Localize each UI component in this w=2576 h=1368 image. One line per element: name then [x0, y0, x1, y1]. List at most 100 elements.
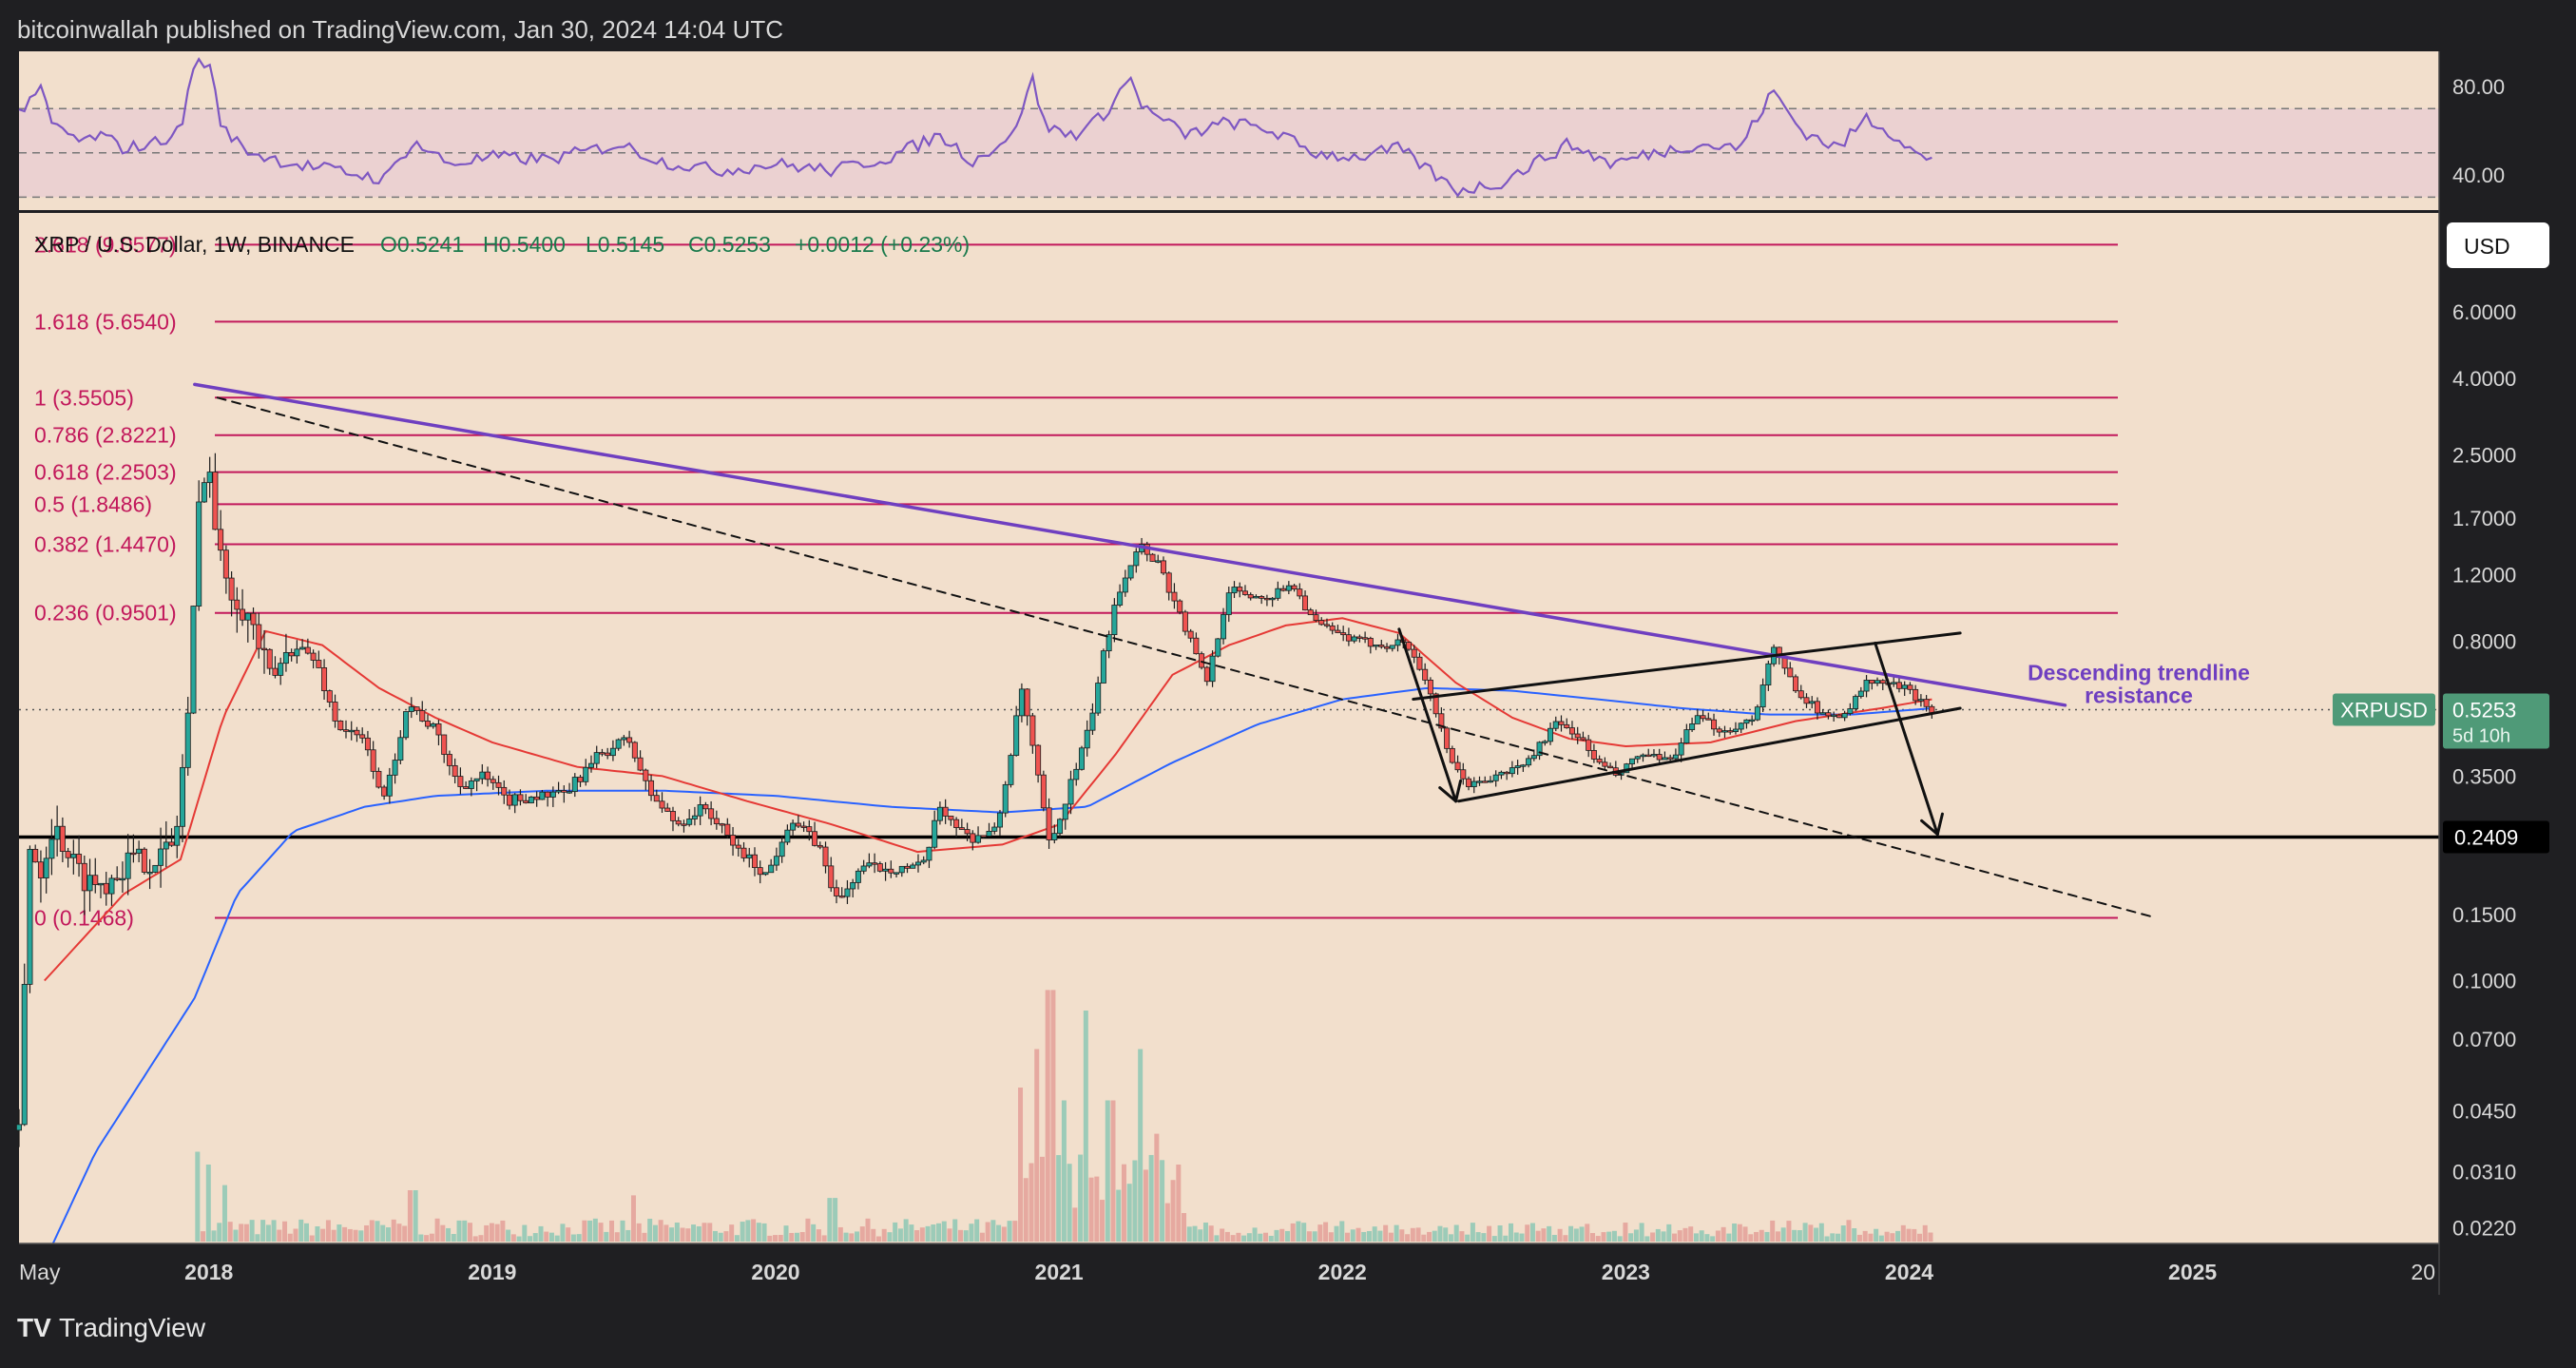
volume-bar	[658, 1220, 663, 1242]
volume-bar	[429, 1233, 434, 1242]
candle-body	[250, 612, 257, 626]
candle-body	[479, 771, 486, 780]
currency-button-group[interactable]: USD	[2447, 222, 2549, 268]
volume-bar	[1868, 1233, 1874, 1242]
moving-average-slow-line	[51, 686, 1930, 1244]
volume-bar	[936, 1223, 942, 1242]
tradingview-brand[interactable]: TradingView	[59, 1313, 206, 1342]
candle-body	[1917, 699, 1924, 702]
volume-bar	[1202, 1223, 1208, 1242]
candle-body	[1727, 730, 1734, 733]
candle-body	[735, 844, 741, 849]
candle-body	[1716, 728, 1722, 733]
price-tick-label: 6.0000	[2452, 300, 2516, 324]
fib-level-label: 2.618 (9.0577)	[34, 232, 177, 257]
candle-body	[1650, 754, 1657, 757]
ticker-label: XRPUSD	[2340, 699, 2428, 723]
candle-body	[441, 734, 448, 755]
candle-body	[1454, 761, 1461, 771]
volume-bar	[1818, 1223, 1824, 1242]
volume-bar	[1045, 990, 1050, 1242]
candle-body	[1422, 668, 1429, 681]
volume-bar	[1906, 1228, 1912, 1242]
fib-level-label: 0.618 (2.2503)	[34, 460, 177, 485]
volume-bar	[751, 1219, 757, 1242]
candle-body	[1275, 588, 1281, 599]
volume-bar	[1258, 1233, 1263, 1242]
volume-bar	[1737, 1223, 1742, 1242]
volume-bar	[1198, 1229, 1203, 1242]
volume-bar	[1573, 1228, 1579, 1242]
candle-body	[446, 754, 452, 766]
currency-button[interactable]	[2447, 222, 2549, 268]
candle-body	[1067, 779, 1074, 805]
candle-body	[272, 667, 279, 676]
candle-body	[1530, 755, 1537, 760]
candle-body	[621, 737, 627, 741]
candle-body	[468, 780, 474, 789]
candle-body	[1640, 754, 1646, 758]
candle-body	[1797, 690, 1804, 699]
volume-bar	[1432, 1230, 1437, 1242]
volume-bar	[1563, 1235, 1568, 1242]
tradingview-footer[interactable]: TV TradingView	[17, 1313, 206, 1342]
candle-body	[1259, 596, 1265, 599]
volume-bar	[451, 1233, 456, 1242]
volume-bar	[1890, 1233, 1895, 1242]
candle-body	[381, 786, 388, 797]
candle-body	[184, 712, 191, 768]
volume-bar	[353, 1229, 358, 1242]
volume-bar	[1372, 1226, 1377, 1242]
candle-body	[1759, 684, 1766, 708]
candle-body	[942, 806, 949, 817]
candle-body	[1869, 680, 1875, 684]
volume-bar	[1895, 1230, 1901, 1242]
volume-bar	[614, 1232, 620, 1242]
candle-body	[1165, 572, 1172, 593]
volume-bar	[674, 1223, 680, 1242]
volume-bar	[1345, 1232, 1351, 1242]
volume-bar	[604, 1231, 609, 1242]
candle-body	[1356, 636, 1363, 639]
candle-body	[587, 762, 594, 768]
volume-bar	[1797, 1230, 1802, 1242]
candle-body	[583, 766, 589, 782]
candle-body	[806, 826, 813, 833]
candle-body	[337, 721, 344, 731]
candle-body	[855, 870, 861, 883]
candle-body	[1203, 666, 1210, 683]
time-tick-label: 2022	[1318, 1260, 1367, 1284]
trendline-arrow-drop-1	[1397, 627, 1458, 803]
last-price-tag: XRPUSD 0.5253 5d 10h	[2333, 693, 2549, 749]
candle-body	[948, 816, 954, 820]
volume-bar	[1617, 1236, 1623, 1242]
annotation-resistance: resistance	[2085, 683, 2193, 707]
volume-bar	[369, 1220, 375, 1242]
volume-bar	[271, 1220, 277, 1242]
candle-body	[1568, 727, 1575, 735]
candle-body	[528, 796, 534, 804]
volume-bar	[1334, 1225, 1339, 1242]
candle-body	[549, 791, 556, 798]
volume-bar	[342, 1226, 348, 1242]
volume-bar	[729, 1224, 735, 1242]
candle-body	[730, 835, 737, 846]
volume-bar	[875, 1236, 881, 1242]
volume-bar	[1361, 1231, 1367, 1242]
candle-body	[517, 794, 524, 801]
volume-bar	[947, 1228, 952, 1242]
time-tick-label: 2018	[184, 1260, 233, 1284]
candle-body	[964, 829, 971, 835]
candle-body	[1432, 693, 1439, 715]
candle-body	[762, 872, 769, 876]
volume-bar	[1525, 1224, 1530, 1242]
candle-body	[1732, 728, 1739, 733]
arrowhead-arrow-drop-1	[1454, 779, 1463, 803]
candle-body	[1133, 551, 1140, 567]
volume-bar	[1148, 1154, 1154, 1242]
volume-bar	[1453, 1224, 1459, 1242]
volume-bar	[1138, 1049, 1144, 1242]
volume-bar	[1922, 1224, 1928, 1242]
volume-bar	[1529, 1223, 1535, 1242]
candle-body	[152, 864, 159, 873]
